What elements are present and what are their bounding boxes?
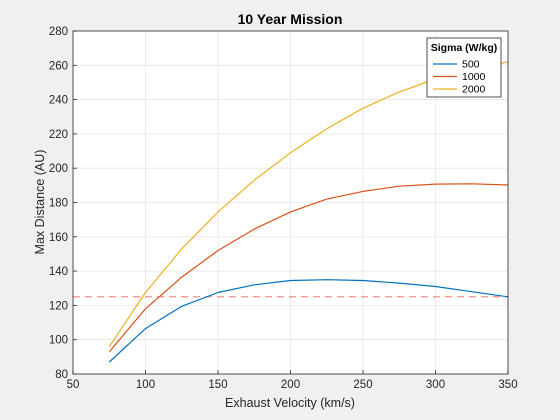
legend-title: Sigma (W/kg) bbox=[431, 42, 498, 54]
y-tick-label: 160 bbox=[49, 232, 68, 244]
y-tick-label: 240 bbox=[49, 95, 68, 107]
x-tick-label: 50 bbox=[67, 379, 80, 391]
x-tick-label: 350 bbox=[498, 379, 517, 391]
legend-box bbox=[426, 37, 502, 98]
legend-label: 1000 bbox=[462, 71, 486, 83]
x-tick-label: 150 bbox=[208, 379, 227, 391]
y-tick-label: 220 bbox=[49, 129, 68, 141]
chart-title: 10 Year Mission bbox=[238, 11, 343, 27]
y-tick-label: 80 bbox=[55, 369, 68, 381]
legend-label: 2000 bbox=[462, 84, 486, 96]
y-tick-label: 100 bbox=[49, 335, 68, 347]
y-axis-label: Max Distance (AU) bbox=[33, 150, 47, 255]
legend-entry-2000[interactable]: 2000 bbox=[433, 84, 486, 96]
y-tick-label: 280 bbox=[49, 26, 68, 38]
y-tick-label: 200 bbox=[49, 163, 68, 175]
legend-entry-1000[interactable]: 1000 bbox=[433, 71, 486, 83]
series-line-500 bbox=[108, 279, 509, 363]
x-tick-label: 250 bbox=[353, 379, 372, 391]
x-tick-label: 300 bbox=[426, 379, 445, 391]
ticks: 50 100 150 200 250 300 350 80 100 120 140 160 180 200… bbox=[49, 26, 518, 391]
x-axis-label: Exhaust Velocity (km/s) bbox=[225, 396, 355, 410]
y-tick-label: 140 bbox=[49, 266, 68, 278]
y-tick-label: 180 bbox=[49, 198, 68, 210]
y-tick-label: 260 bbox=[49, 60, 68, 72]
y-tick-label: 120 bbox=[49, 300, 68, 312]
x-tick-label: 100 bbox=[136, 379, 155, 391]
legend-entry-500[interactable]: 500 bbox=[433, 59, 480, 71]
legend-label: 500 bbox=[462, 59, 480, 71]
series-line-1000 bbox=[108, 183, 509, 353]
x-tick-label: 200 bbox=[281, 379, 300, 391]
